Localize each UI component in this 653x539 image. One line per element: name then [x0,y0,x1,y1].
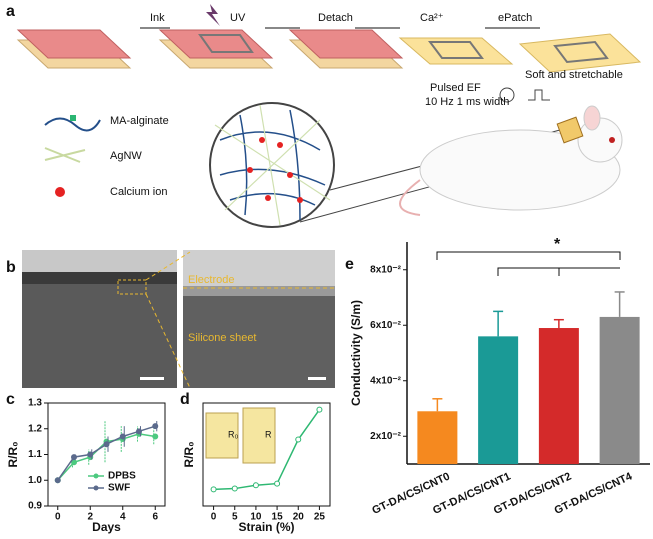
x-tick-label: 6 [152,512,158,523]
legend-label: Calcium ion [110,186,167,198]
data-point [316,406,323,413]
plot-frame [47,402,166,507]
data-point [71,454,77,461]
step-label: Ca²⁺ [420,12,444,24]
x-tick-label: 2 [87,512,93,523]
panel-label: c [6,391,15,408]
fabrication-steps [16,4,642,73]
data-point [231,485,238,492]
legend-label: MA-alginate [110,115,169,127]
y-axis-label: R/R₀ [182,441,196,467]
x-tick-label: 15 [272,512,284,523]
y-tick-label: 2x10⁻² [370,431,402,442]
panel-label: e [345,256,354,273]
legend-marker [93,485,99,491]
x-tick-label: 20 [293,512,305,523]
legend-label: AgNW [110,150,142,162]
inset-label: R₀ [228,429,238,439]
plot-frame [202,402,331,507]
data-point [54,477,61,484]
x-tick-label: 0 [211,512,217,523]
data-point [152,433,159,440]
y-tick-label: 4x10⁻² [370,375,402,386]
panel-label: a [6,3,15,20]
bar [538,328,579,464]
y-tick-label: 6x10⁻² [370,320,402,331]
stimulus-label: Pulsed EF [430,82,481,94]
legend-label: SWF [108,483,130,494]
y-tick-label: 1.1 [28,449,42,460]
data-point [252,482,259,489]
y-axis-label: R/R₀ [6,441,20,467]
significance-label: * [554,236,561,253]
y-tick-label: 1.0 [28,475,42,486]
panel-label: b [6,259,16,276]
y-axis-label: Conductivity (S/m) [349,300,363,406]
inset-label: R [265,429,272,439]
significance-bracket [436,251,621,276]
legend-icons [44,115,101,197]
x-tick-label: 10 [250,512,262,523]
y-tick-label: 1.2 [28,423,42,434]
image-annotation: Silicone sheet [188,332,257,344]
x-axis-label: Strain (%) [238,520,294,534]
bar [417,411,458,464]
legend-marker [93,473,99,479]
step-label: ePatch [498,12,532,24]
data-point [152,423,159,430]
stimulus-label: 10 Hz 1 ms width [425,96,509,108]
y-tick-label: 0.9 [28,501,42,512]
x-tick-label: 0 [55,512,61,523]
inset [242,407,276,464]
panel-label: d [180,391,190,408]
y-tick-label: 8x10⁻² [370,264,402,275]
inset [205,412,239,459]
data-point [295,436,302,443]
step-label: Ink [150,12,165,24]
data-point [87,451,94,458]
step-label: Detach [318,12,353,24]
bar [599,316,640,464]
bar [478,336,519,464]
x-tick-label: 4 [120,512,126,523]
data-point [136,428,142,435]
x-axis-label: Days [92,520,121,534]
step-label: UV [230,12,246,24]
series-line [213,409,321,491]
x-tick-label: 5 [232,512,238,523]
data-point [210,486,217,493]
sem-images [22,250,335,389]
data-point [274,480,281,487]
image-annotation: Electrode [188,274,234,286]
y-tick-label: 1.3 [28,398,42,409]
data-point [119,433,126,440]
feature-label: Soft and stretchable [525,69,623,81]
legend-label: DPBS [108,471,136,482]
network-diagram [209,87,623,228]
x-tick-label: 25 [314,512,326,523]
data-point [103,441,110,448]
